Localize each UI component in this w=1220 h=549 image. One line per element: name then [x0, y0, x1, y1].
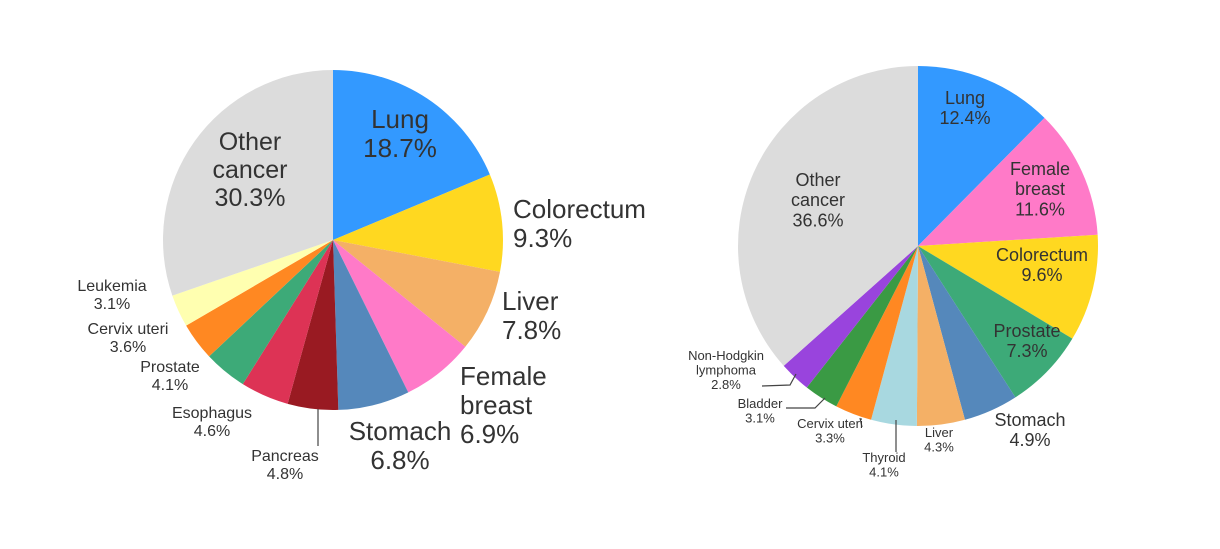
slice-label-female-breast-left: Female breast 6.9%: [460, 361, 547, 449]
pie-slice-thyroid-right: [871, 246, 918, 426]
slice-label-liver-right: Liver 4.3%: [924, 425, 954, 455]
pie-chart-right: Lung 12.4% Female breast 11.6% Colorectum 9.6%…: [688, 66, 1098, 480]
pie-slice-colorectum-right: [918, 234, 1098, 339]
slice-label-liver-left: Liver 7.8%: [502, 286, 561, 345]
slice-label-colorectum-right: Colorectum 9.6%: [996, 245, 1088, 285]
slice-label-colorectum-left: Colorectum 9.3%: [513, 194, 646, 253]
pie-slice-female-breast-left: [333, 240, 466, 393]
pie-slice-liver-right: [916, 246, 965, 427]
slice-label-esophagus-left: Esophagus 4.6%: [172, 405, 252, 440]
leader-line-non-hodgkin-lymphoma-right: [761, 373, 797, 387]
pie-slice-female-breast-right: [918, 117, 1098, 246]
slice-label-other-cancer-left: Other cancer 30.3%: [212, 128, 287, 212]
slice-label-leukemia-left: Leukemia 3.1%: [77, 278, 146, 313]
pie-slice-leukemia-left: [172, 240, 333, 326]
slice-label-thyroid-right: Thyroid 4.1%: [862, 450, 905, 480]
slice-label-cervix-uteri-left: Cervix uteri 3.6%: [88, 321, 169, 356]
pie-slice-other-cancer-left: [163, 70, 333, 296]
pie-slice-bladder-right: [806, 246, 918, 407]
pie-slice-esophagus-left: [242, 240, 333, 404]
pie-slice-non-hodgkin-lymphoma-right: [783, 246, 918, 388]
slice-label-prostate-right: Prostate 7.3%: [993, 321, 1060, 361]
slice-label-stomach-right: Stomach 4.9%: [994, 410, 1065, 450]
pie-slice-prostate-right: [918, 246, 1073, 398]
pie-slice-lung-left: [333, 70, 490, 240]
pie-slice-cervix-uteri-right: [836, 246, 918, 420]
slice-label-prostate-left: Prostate 4.1%: [140, 359, 200, 394]
pie-slice-lung-right: [918, 66, 1045, 246]
pie-slice-stomach-left: [333, 240, 409, 410]
pie-slice-other-cancer-right: [738, 66, 918, 366]
pie-slice-stomach-right: [918, 246, 1016, 420]
pie-slice-liver-left: [333, 240, 500, 347]
slice-label-non-hodgkin-lymphoma-right: Non-Hodgkin lymphoma 2.8%: [688, 348, 764, 392]
pie-slice-colorectum-left: [333, 174, 503, 272]
pie-chart-left: Lung 18.7% Colorectum 9.3% Liver 7.8% Female br…: [77, 70, 646, 483]
leader-line-cervix-uteri-right: [859, 417, 863, 428]
slice-label-lung-left: Lung 18.7%: [363, 104, 437, 163]
slice-label-stomach-left: Stomach 6.8%: [349, 416, 452, 475]
slice-label-cervix-uteri-right: Cervix uteri 3.3%: [797, 416, 863, 446]
slice-label-pancreas-left: Pancreas 4.8%: [251, 448, 319, 483]
pie-slice-prostate-left: [209, 240, 333, 385]
pie-slice-cervix-uteri-left: [186, 240, 333, 357]
slice-label-bladder-right: Bladder 3.1%: [738, 396, 783, 426]
slice-label-lung-right: Lung 12.4%: [939, 88, 990, 128]
slice-label-other-cancer-right: Other cancer 36.6%: [791, 170, 845, 230]
slice-label-female-breast-right: Female breast 11.6%: [1010, 159, 1070, 219]
leader-line-bladder-right: [786, 397, 826, 409]
pie-slice-pancreas-left: [287, 240, 339, 411]
